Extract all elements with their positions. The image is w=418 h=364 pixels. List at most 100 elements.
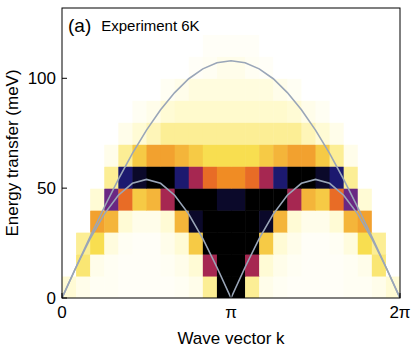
- heat-cell: [358, 100, 373, 122]
- heat-cell: [316, 78, 331, 100]
- heat-cell: [189, 254, 204, 276]
- heat-cell: [344, 232, 359, 254]
- heat-cell: [217, 12, 232, 34]
- heat-cell: [189, 210, 204, 232]
- heat-cell: [62, 100, 77, 122]
- y-tick-label: 100: [28, 69, 56, 88]
- heat-cell: [118, 210, 133, 232]
- heat-cell: [217, 100, 232, 122]
- heat-cell: [62, 122, 77, 144]
- x-tick: [62, 293, 63, 298]
- heat-cell: [259, 100, 274, 122]
- heat-cell: [358, 12, 373, 34]
- heat-cell: [344, 100, 359, 122]
- heat-cell: [301, 34, 316, 56]
- heat-cell: [330, 122, 345, 144]
- heat-cell: [161, 78, 176, 100]
- heat-cell: [273, 56, 288, 78]
- heat-cell: [259, 144, 274, 166]
- heat-cell: [344, 56, 359, 78]
- heat-cell: [358, 144, 373, 166]
- heat-cell: [62, 210, 77, 232]
- heat-cell: [231, 122, 246, 144]
- heat-cell: [104, 210, 119, 232]
- x-tick-label: 2π: [389, 303, 410, 322]
- heat-cell: [189, 78, 204, 100]
- heat-cell: [175, 100, 190, 122]
- heat-cell: [104, 122, 119, 144]
- heat-cell: [301, 122, 316, 144]
- heat-cell: [316, 34, 331, 56]
- heat-cell: [259, 78, 274, 100]
- heat-cell: [372, 122, 387, 144]
- heat-cell: [90, 276, 105, 298]
- heat-cell: [175, 56, 190, 78]
- heat-cell: [203, 34, 218, 56]
- heat-cell: [358, 56, 373, 78]
- heat-cell: [76, 166, 91, 188]
- heat-cell: [245, 78, 260, 100]
- x-tick: [400, 293, 401, 298]
- heat-cell: [344, 34, 359, 56]
- heat-cell: [132, 254, 147, 276]
- heat-cell: [330, 188, 345, 210]
- heat-cell: [203, 188, 218, 210]
- heat-cell: [217, 78, 232, 100]
- heat-cell: [104, 254, 119, 276]
- boundary-line: [62, 61, 400, 298]
- heat-cell: [301, 254, 316, 276]
- heat-cell: [76, 254, 91, 276]
- heat-cell: [273, 122, 288, 144]
- heat-cell: [175, 254, 190, 276]
- heat-cell: [245, 100, 260, 122]
- heat-cell: [287, 56, 302, 78]
- heat-cell: [118, 254, 133, 276]
- heat-cell: [273, 100, 288, 122]
- heat-cell: [62, 232, 77, 254]
- heat-cell: [147, 78, 162, 100]
- heat-cell: [316, 12, 331, 34]
- heat-cell: [273, 232, 288, 254]
- heat-cell: [386, 144, 400, 166]
- heat-cell: [386, 166, 400, 188]
- heat-cell: [90, 166, 105, 188]
- heat-cell: [344, 144, 359, 166]
- heat-cell: [386, 188, 400, 210]
- heat-cell: [287, 210, 302, 232]
- heat-cell: [217, 34, 232, 56]
- heat-cell: [118, 56, 133, 78]
- heat-cell: [118, 78, 133, 100]
- heat-cell: [245, 276, 260, 298]
- heat-cell: [287, 78, 302, 100]
- heat-cell: [104, 276, 119, 298]
- heat-cell: [76, 78, 91, 100]
- heat-cell: [104, 34, 119, 56]
- heat-cell: [386, 78, 400, 100]
- heat-cell: [372, 166, 387, 188]
- heat-cell: [372, 188, 387, 210]
- heat-cell: [372, 78, 387, 100]
- heat-cell: [231, 56, 246, 78]
- heat-cell: [344, 276, 359, 298]
- heat-cell: [287, 276, 302, 298]
- heat-cell: [175, 276, 190, 298]
- heat-cell: [118, 122, 133, 144]
- heat-cell: [245, 166, 260, 188]
- heat-cell: [386, 100, 400, 122]
- heat-cell: [386, 12, 400, 34]
- heat-cell: [189, 188, 204, 210]
- heat-cell: [259, 210, 274, 232]
- y-tick: [62, 188, 67, 189]
- heat-cell: [372, 144, 387, 166]
- heat-cell: [147, 254, 162, 276]
- heat-cell: [358, 276, 373, 298]
- heat-cell: [259, 34, 274, 56]
- heat-cell: [316, 100, 331, 122]
- heat-cell: [161, 210, 176, 232]
- heat-cell: [76, 210, 91, 232]
- heat-cell: [62, 56, 77, 78]
- heat-cell: [245, 254, 260, 276]
- heat-cell: [161, 122, 176, 144]
- heat-cell: [358, 166, 373, 188]
- heat-cell: [372, 34, 387, 56]
